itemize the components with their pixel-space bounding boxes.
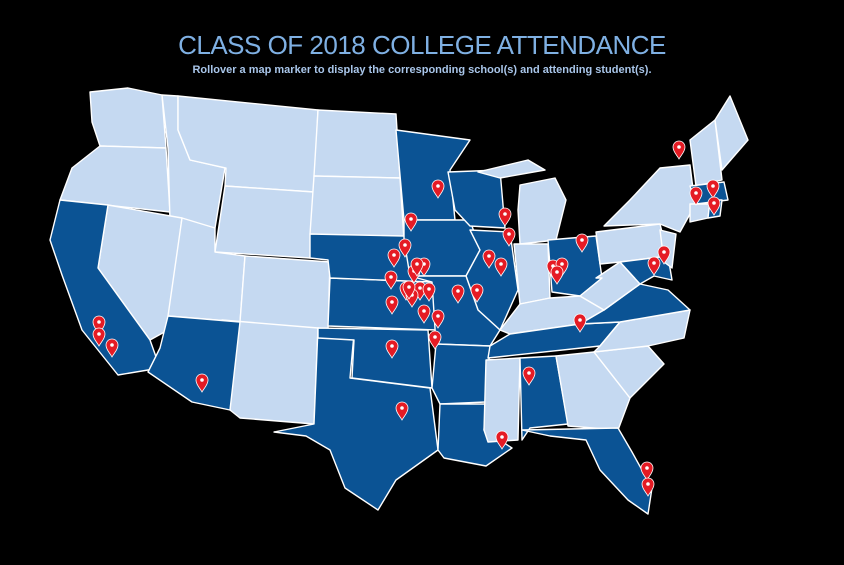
map-marker-icon[interactable] [707, 196, 721, 216]
map-marker-icon[interactable] [495, 430, 509, 450]
map-marker-icon[interactable] [706, 179, 720, 199]
state-mississippi [483, 357, 521, 443]
map-marker-icon[interactable] [385, 295, 399, 315]
page-subtitle: Rollover a map marker to display the cor… [192, 64, 652, 76]
map-marker-icon[interactable] [428, 330, 442, 350]
state-florida [521, 427, 653, 515]
map-marker-icon[interactable] [502, 227, 516, 247]
map-marker-icon[interactable] [657, 245, 671, 265]
map-marker-icon[interactable] [422, 282, 436, 302]
state-connecticut [689, 203, 711, 223]
map-marker-icon[interactable] [451, 284, 465, 304]
state-wyoming [214, 185, 315, 259]
map-marker-icon[interactable] [498, 207, 512, 227]
map-marker-icon[interactable] [494, 257, 508, 277]
map-marker-icon[interactable] [404, 212, 418, 232]
map-marker-icon[interactable] [417, 304, 431, 324]
map-marker-icon[interactable] [398, 238, 412, 258]
map-marker-icon[interactable] [672, 140, 686, 160]
map-marker-icon[interactable] [384, 270, 398, 290]
map-marker-icon[interactable] [482, 249, 496, 269]
map-marker-icon[interactable] [431, 179, 445, 199]
state-california [49, 199, 161, 376]
state-texas [273, 327, 439, 511]
state-vermont-nh [689, 119, 723, 187]
map-marker-icon[interactable] [640, 461, 654, 481]
map-marker-icon[interactable] [387, 248, 401, 268]
map-marker-icon[interactable] [575, 233, 589, 253]
map-marker-icon[interactable] [395, 401, 409, 421]
state-new-york [603, 164, 696, 233]
state-michigan-up [477, 159, 546, 179]
map-marker-icon[interactable] [105, 338, 119, 358]
map-marker-icon[interactable] [470, 283, 484, 303]
map-marker-icon[interactable] [92, 327, 106, 347]
map-marker-icon[interactable] [431, 309, 445, 329]
map-marker-icon[interactable] [92, 315, 106, 335]
state-colorado [239, 255, 331, 331]
state-washington [89, 87, 167, 149]
map-marker-icon[interactable] [550, 265, 564, 285]
map-marker-icon[interactable] [522, 366, 536, 386]
map-marker-icon[interactable] [573, 313, 587, 333]
map-marker-icon[interactable] [647, 256, 661, 276]
map-marker-icon[interactable] [641, 477, 655, 497]
state-maine [714, 95, 749, 171]
page-title: CLASS OF 2018 COLLEGE ATTENDANCE [178, 30, 666, 60]
map-marker-icon[interactable] [402, 280, 416, 300]
map-marker-icon[interactable] [410, 257, 424, 277]
state-michigan [517, 177, 567, 245]
state-indiana [513, 243, 551, 305]
map-marker-icon[interactable] [195, 373, 209, 393]
state-arizona [147, 315, 241, 411]
state-georgia [555, 351, 631, 431]
state-south-dakota [309, 175, 405, 241]
state-north-dakota [313, 109, 401, 179]
map-marker-icon[interactable] [689, 186, 703, 206]
map-marker-icon[interactable] [385, 339, 399, 359]
state-arkansas [431, 343, 491, 405]
